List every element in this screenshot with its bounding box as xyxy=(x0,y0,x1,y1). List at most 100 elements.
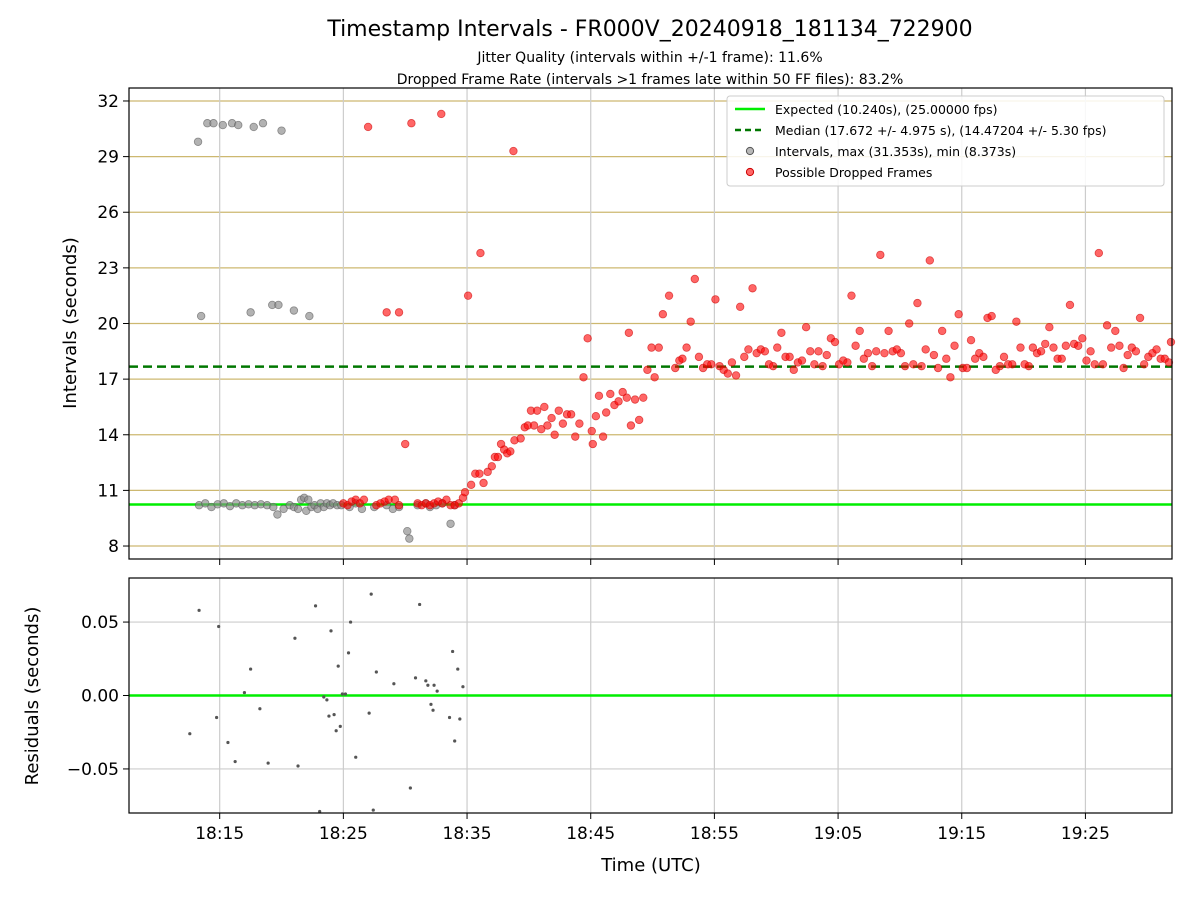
residual-point xyxy=(431,708,435,712)
dropped-frame-point xyxy=(622,393,631,402)
dropped-frame-point xyxy=(639,393,648,402)
interval-point xyxy=(269,502,278,512)
dropped-frame-point xyxy=(859,354,869,363)
dropped-frame-point xyxy=(872,347,881,356)
dropped-frame-point xyxy=(900,361,910,371)
residual-point xyxy=(327,714,331,718)
bottom-x-tick-label: 18:35 xyxy=(443,824,492,844)
dropped-frame-point xyxy=(583,334,592,343)
dropped-frame-point xyxy=(682,343,691,352)
dropped-frame-point xyxy=(1123,350,1132,360)
dropped-frame-point xyxy=(740,352,749,362)
top-y-tick-label: 29 xyxy=(97,148,119,168)
dropped-frame-point xyxy=(1111,326,1120,336)
chart-title: Timestamp Intervals - FR000V_20240918_18… xyxy=(326,17,972,42)
top-plot: 8 11 14 17 20 23 26 29 32 Intervals (seconds) Ex… xyxy=(60,87,1176,565)
interval-point xyxy=(201,499,210,508)
interval-point xyxy=(246,308,255,317)
top-y-tick-label: 20 xyxy=(97,315,119,335)
dropped-frame-point xyxy=(925,256,935,265)
dropped-frame-point xyxy=(797,356,807,365)
dropped-frame-point xyxy=(591,412,601,421)
interval-point xyxy=(277,126,286,135)
residual-point xyxy=(451,649,455,654)
residual-point xyxy=(329,629,333,633)
dropped-frame-point xyxy=(1082,356,1091,365)
dropped-frame-point xyxy=(442,495,451,504)
dropped-frame-point xyxy=(1166,337,1176,347)
residual-point xyxy=(296,764,300,768)
legend-intervals-swatch xyxy=(745,146,755,156)
dropped-frame-point xyxy=(789,365,798,375)
legend-dropped-swatch xyxy=(745,167,755,177)
interval-point xyxy=(304,495,313,504)
dropped-frame-point xyxy=(506,447,515,456)
dropped-frame-point xyxy=(543,421,552,430)
residual-point xyxy=(217,624,221,629)
dropped-frame-point xyxy=(723,369,732,378)
dropped-frame-point xyxy=(917,361,926,371)
dropped-frame-point xyxy=(671,363,680,373)
residual-point xyxy=(338,724,342,728)
legend-intervals-label: Intervals, max (31.353s), min (8.373s) xyxy=(775,144,1016,159)
dropped-frame-point xyxy=(863,348,873,358)
dropped-frame-point xyxy=(475,469,484,478)
residual-point xyxy=(461,685,465,689)
residual-point xyxy=(325,698,329,702)
dropped-frame-point xyxy=(822,350,831,360)
bottom-x-ticks: 18:15 18:25 18:35 18:45 18:55 19:05 19:15 19:25 xyxy=(195,813,1110,844)
dropped-frame-point xyxy=(946,373,955,382)
dropped-frame-point xyxy=(707,360,716,369)
dropped-frame-point xyxy=(744,345,753,354)
residual-point xyxy=(418,602,422,607)
dropped-frame-point xyxy=(394,501,404,510)
dropped-frame-point xyxy=(690,274,700,284)
dropped-frame-point xyxy=(390,495,400,504)
bottom-x-tick-label: 18:45 xyxy=(566,824,615,844)
dropped-frame-point xyxy=(454,499,464,508)
residual-point xyxy=(346,651,351,655)
dropped-frame-point xyxy=(966,335,976,345)
dropped-frame-point xyxy=(1139,360,1149,369)
interval-point xyxy=(289,306,299,315)
dropped-frame-point xyxy=(1049,343,1058,352)
dropped-frame-point xyxy=(401,439,410,449)
dropped-frame-point xyxy=(664,291,674,300)
dropped-frame-point xyxy=(1094,248,1104,258)
dropped-frame-point xyxy=(979,352,988,362)
dropped-frame-point xyxy=(566,410,576,419)
bottom-x-tick-label: 19:05 xyxy=(814,824,863,844)
residual-point xyxy=(453,739,457,743)
dropped-frame-point xyxy=(587,426,596,436)
dropped-frame-point xyxy=(777,328,786,337)
dropped-frame-point xyxy=(1086,347,1095,356)
dropped-frame-point xyxy=(760,347,770,356)
residual-point xyxy=(332,712,336,717)
interval-point xyxy=(209,119,218,128)
dropped-frame-point xyxy=(658,310,668,319)
residual-point xyxy=(371,808,375,812)
residual-point xyxy=(293,636,297,640)
residual-point xyxy=(429,702,433,706)
dropped-frame-point xyxy=(694,352,704,362)
top-y-tick-label: 23 xyxy=(97,259,119,279)
residual-point xyxy=(348,620,353,624)
interval-point xyxy=(258,119,268,128)
dropped-frame-point xyxy=(493,452,503,462)
dropped-frame-point xyxy=(1041,339,1050,349)
dropped-frame-point xyxy=(575,419,584,428)
dropped-frame-point xyxy=(830,337,840,347)
residual-point xyxy=(458,717,462,721)
dropped-frame-point xyxy=(909,360,918,369)
chart-subtitle-jitter: Jitter Quality (intervals within +/-1 fr… xyxy=(476,50,822,66)
dropped-frame-point xyxy=(1135,313,1145,323)
dropped-frame-point xyxy=(942,354,951,363)
dropped-frame-point xyxy=(1119,363,1128,373)
residual-point xyxy=(322,695,326,699)
interval-point xyxy=(274,300,283,310)
dropped-frame-point xyxy=(727,358,737,367)
dropped-frame-point xyxy=(1102,321,1112,330)
residual-point xyxy=(215,715,219,720)
dropped-frame-point xyxy=(735,302,745,312)
